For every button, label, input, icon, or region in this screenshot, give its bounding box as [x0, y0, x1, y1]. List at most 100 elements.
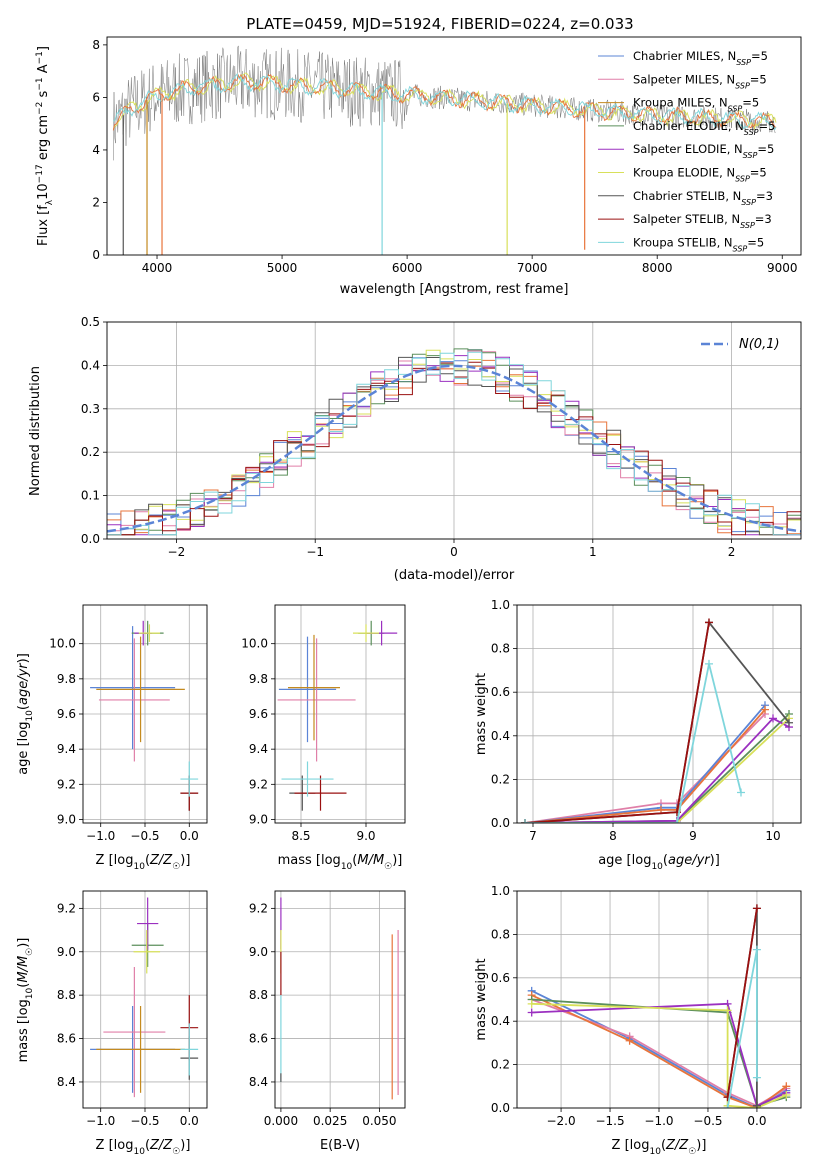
x-tick-label: 0.025	[313, 1114, 347, 1128]
x-tick-label: −0.5	[130, 1114, 159, 1128]
axes-frame	[274, 604, 406, 824]
y-axis-label: Normed distribution	[28, 366, 43, 496]
series-marker	[527, 999, 536, 1008]
x-tick-label: −1.5	[595, 1114, 624, 1128]
series-marker	[527, 1008, 536, 1017]
x-tick-label: 0.000	[264, 1114, 298, 1128]
y-tick-label: 8.8	[57, 988, 76, 1002]
legend-label: Kroupa ELODIE, NSSP=5	[633, 166, 767, 184]
y-axis-label: mass [log10(M/M☉)]	[16, 938, 35, 1063]
legend-sub: SSP	[743, 151, 758, 160]
x-axis-label: Z [log10(Z/Z☉)]	[96, 853, 191, 872]
plot-area	[521, 618, 793, 823]
mass-weight-vs-Z-panel: −2.0 −1.5 −1.0 −0.5 0.0 0.0 0.2 0.4 0.6 0.8 1.0 mas…	[474, 884, 802, 1157]
legend-n: =5	[742, 96, 759, 110]
y-tick-label: 0.0	[491, 816, 510, 830]
axes-frame	[82, 890, 208, 1109]
x-tick-label: −1	[306, 545, 324, 559]
x-tick-label: 0.0	[180, 1114, 199, 1128]
y-axis-label: mass weight	[474, 958, 489, 1040]
x-tick-label: 0.0	[747, 1114, 766, 1128]
y-tick-label: 9.4	[57, 742, 76, 756]
x-axis-label: mass [log10(M/M☉)]	[278, 853, 403, 872]
y-tick-label: 9.8	[249, 672, 268, 686]
series-marker	[705, 618, 713, 627]
legend-label: Chabrier MILES, NSSP=5	[633, 49, 768, 67]
x-axis-label: Z [log10(Z/Z☉)]	[96, 1138, 191, 1157]
plot-area	[527, 904, 791, 1108]
age-vs-mass-panel: 8.5 9.0 9.0 9.2 9.4 9.6 9.8 10.0 mass [log10(M/M…	[241, 604, 406, 872]
x-tick-label: 7000	[517, 261, 548, 275]
axes-frame	[274, 890, 406, 1109]
x-tick-label: 9.0	[356, 829, 375, 843]
y-tick-label: 0.2	[491, 772, 510, 786]
x-axis-label: (data-model)/error	[394, 568, 515, 583]
y-tick-label: 0.8	[491, 642, 510, 656]
legend-sub: SSP	[736, 58, 751, 67]
series-line	[524, 717, 790, 823]
y-tick-label: 0.3	[81, 402, 100, 416]
x-tick-label: −1.0	[86, 829, 115, 843]
x-axis-label: wavelength [Angstrom, rest frame]	[340, 282, 569, 297]
axes-frame	[516, 604, 802, 824]
x-tick-label: −1.0	[86, 1114, 115, 1128]
series-marker	[673, 819, 681, 823]
mass-vs-ebv-panel: 0.000 0.025 0.050 8.4 8.6 8.8 9.0 9.2 E(B-V)	[249, 890, 406, 1153]
y-tick-label: 0.4	[491, 729, 510, 743]
mass-weight-vs-age-panel: 7 8 9 10 0.0 0.2 0.4 0.6 0.8 1.0 mass weight age [l…	[474, 598, 802, 872]
residual-histogram-panel: −2 −1 0 1 2 0.0 0.1 0.2 0.3 0.4 0.5 N(0,1) (data-mod…	[28, 315, 802, 583]
axes-frame	[82, 604, 208, 824]
y-tick-label: 0.2	[81, 445, 100, 459]
legend-label: Chabrier ELODIE, NSSP=5	[633, 119, 775, 137]
legend-label: Kroupa STELIB, NSSP=5	[633, 235, 764, 253]
x-tick-label: −1.0	[644, 1114, 673, 1128]
x-tick-label: −0.5	[693, 1114, 722, 1128]
y-tick-label: 10.0	[241, 637, 268, 651]
y-tick-label: 10.0	[49, 637, 76, 651]
figure-title: PLATE=0459, MJD=51924, FIBERID=0224, z=0…	[246, 15, 633, 33]
y-tick-label: 9.2	[57, 777, 76, 791]
y-tick-label: 4	[92, 143, 100, 157]
x-tick-label: 5000	[267, 261, 298, 275]
series-marker	[625, 1036, 634, 1045]
legend-sub: SSP	[740, 221, 755, 230]
series-marker	[761, 705, 769, 714]
y-tick-label: 9.0	[57, 945, 76, 959]
y-tick-label: 9.0	[249, 812, 268, 826]
spectrum-model-line	[113, 73, 777, 131]
gaussian-curve	[107, 364, 801, 533]
legend-sub: SSP	[733, 244, 748, 253]
x-axis-label: age [log10(age/yr)]	[598, 853, 720, 872]
x-tick-label: −0.5	[130, 829, 159, 843]
x-tick-label: 6000	[392, 261, 423, 275]
series-marker	[752, 1101, 761, 1108]
y-tick-label: 1.0	[491, 598, 510, 612]
y-tick-label: 8.4	[57, 1075, 76, 1089]
legend-n: =3	[756, 189, 773, 203]
x-tick-label: −2	[168, 545, 186, 559]
y-tick-label: 8	[92, 38, 100, 52]
y-tick-label: 0	[92, 248, 100, 262]
y-tick-label: 8.6	[57, 1032, 76, 1046]
x-tick-label: 1	[589, 545, 597, 559]
y-tick-label: 0.5	[81, 315, 100, 329]
series-line	[525, 663, 742, 823]
x-tick-label: 9	[689, 829, 697, 843]
legend-label: Chabrier STELIB, NSSP=3	[633, 189, 773, 207]
legend-sub: SSP	[744, 127, 759, 136]
legend-n: =5	[759, 119, 776, 133]
axes-frame	[106, 321, 802, 540]
series-marker	[785, 718, 793, 727]
series-marker	[521, 819, 529, 823]
legend-label: Salpeter MILES, NSSP=5	[633, 72, 767, 90]
plot-area	[112, 45, 777, 255]
x-tick-label: 0.050	[362, 1114, 396, 1128]
series-marker	[752, 945, 761, 954]
series-line	[525, 717, 790, 823]
plot-area	[90, 620, 199, 811]
axes-frame	[516, 890, 802, 1109]
mass-vs-Z-panel: −1.0 −0.5 0.0 8.4 8.6 8.8 9.0 9.2 Z [log10(Z/Z☉)…	[16, 890, 208, 1157]
y-tick-label: 9.0	[249, 945, 268, 959]
axes-frame	[106, 36, 802, 256]
series-line	[524, 622, 710, 823]
